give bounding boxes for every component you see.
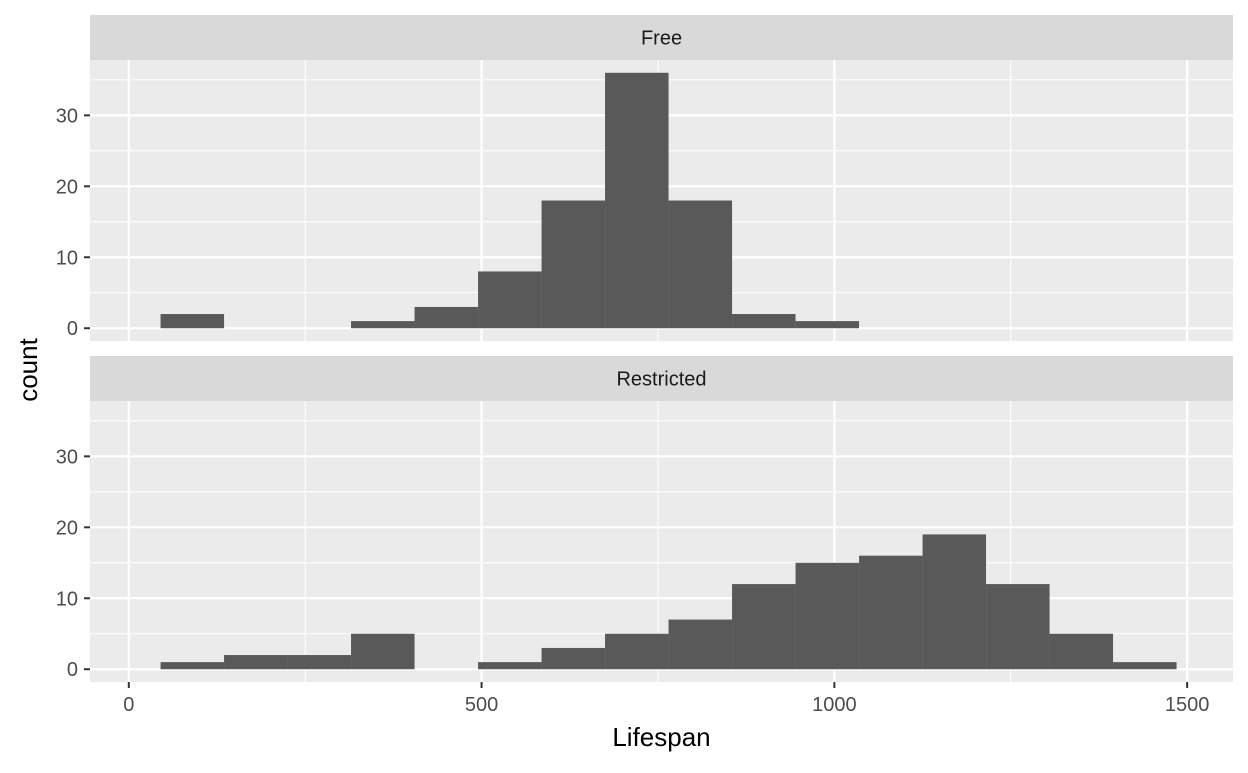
histogram-bar: [351, 633, 415, 670]
x-tick-label: 500: [465, 694, 498, 716]
facet-strip: [90, 356, 1233, 401]
histogram-bar: [986, 584, 1050, 670]
histogram-bar: [351, 321, 415, 329]
facet-strip-label: Restricted: [616, 369, 706, 391]
histogram-bar: [478, 271, 542, 329]
y-axis-title: count: [13, 337, 43, 401]
y-tick-label: 20: [56, 176, 78, 198]
histogram-bar: [668, 619, 733, 670]
histogram-bar: [732, 584, 796, 670]
y-tick-label: 30: [56, 105, 78, 127]
y-tick-label: 20: [56, 517, 78, 539]
histogram-bar: [160, 314, 225, 329]
facet-strip-label: Free: [641, 28, 682, 50]
histogram-bar: [478, 662, 542, 670]
x-tick-label: 1500: [1165, 694, 1210, 716]
histogram-bar: [541, 647, 606, 670]
histogram-bar: [795, 321, 860, 329]
histogram-bar: [414, 306, 479, 329]
histogram-bar: [1113, 662, 1177, 670]
y-tick-label: 10: [56, 247, 78, 269]
histogram-bar: [224, 655, 288, 670]
x-tick-label: 1000: [812, 694, 857, 716]
facet-panel-free: Free 0 10 20 30: [56, 15, 1233, 341]
histogram-bar: [605, 72, 669, 329]
histogram-bar: [859, 555, 923, 670]
y-tick-label: 0: [67, 659, 78, 681]
facet-strip: [90, 15, 1233, 60]
histogram-bar: [541, 200, 606, 329]
histogram-bar: [1049, 633, 1114, 670]
histogram-bar: [287, 655, 352, 670]
histogram-bar: [922, 534, 987, 670]
y-tick-label: 30: [56, 446, 78, 468]
y-tick-label: 0: [67, 318, 78, 340]
histogram-bar: [668, 200, 733, 329]
histogram-bar: [795, 562, 860, 670]
histogram-bar: [160, 662, 225, 670]
facet-panel-restricted: Restricted 0 10 20 30: [56, 356, 1233, 682]
x-axis-title: Lifespan: [612, 722, 710, 752]
histogram-bar: [732, 314, 796, 329]
y-tick-label: 10: [56, 588, 78, 610]
histogram-bar: [605, 633, 669, 670]
x-tick-label: 0: [123, 694, 134, 716]
